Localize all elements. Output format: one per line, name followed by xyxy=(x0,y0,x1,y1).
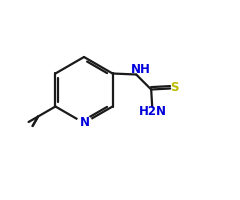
Text: NH: NH xyxy=(131,63,150,76)
Text: H2N: H2N xyxy=(139,105,167,118)
Text: S: S xyxy=(170,81,179,94)
Text: N: N xyxy=(80,116,90,130)
